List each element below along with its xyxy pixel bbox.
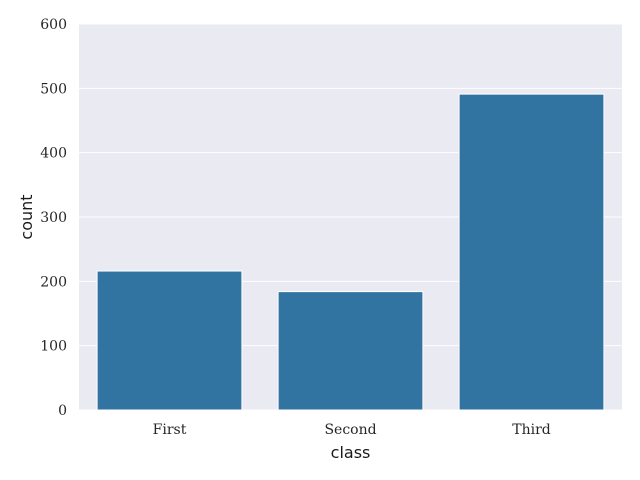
x-tick-label: Third: [512, 422, 551, 438]
x-axis-label: class: [331, 443, 371, 462]
y-tick-label: 400: [40, 146, 67, 162]
x-tick-labels: First Second Third: [153, 422, 551, 438]
bars: [96, 93, 605, 411]
x-tick-label: Second: [324, 422, 376, 438]
bar-third: [458, 93, 605, 411]
x-tick-label: First: [153, 422, 187, 438]
bar-second: [277, 291, 424, 411]
y-tick-label: 200: [40, 274, 67, 290]
y-axis-label: count: [17, 194, 36, 239]
y-tick-label: 0: [58, 403, 67, 419]
bar-first: [96, 270, 243, 411]
y-tick-label: 500: [40, 81, 67, 97]
y-tick-label: 600: [40, 17, 67, 33]
y-tick-label: 300: [40, 210, 67, 226]
y-tick-labels: 0 100 200 300 400 500 600: [40, 17, 67, 419]
y-tick-label: 100: [40, 339, 67, 355]
